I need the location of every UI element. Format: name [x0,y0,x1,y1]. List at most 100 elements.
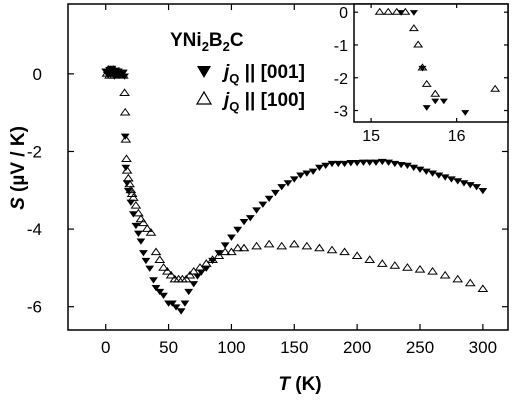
data-point-filled-down-triangle [377,158,387,166]
data-point-filled-down-triangle [346,160,356,167]
x-tick-label: 50 [159,338,178,357]
data-point-filled-down-triangle [409,164,419,171]
y-tick-label: -1 [334,38,348,55]
sample-label: YNi2B2C [170,30,244,54]
data-point-filled-down-triangle [233,226,243,234]
data-point-open-up-triangle [124,179,135,188]
data-point-filled-down-triangle [365,159,375,166]
data-point-open-up-triangle [161,266,173,275]
y-tick-label: 0 [339,5,348,22]
data-point-open-up-triangle [130,200,142,209]
sample-label-base: YNi [170,30,202,51]
data-point-open-up-triangle [413,40,424,48]
data-point-open-up-triangle [194,263,206,271]
data-point-open-up-triangle [430,89,441,97]
data-point-filled-down-triangle [239,219,249,226]
data-point-filled-down-triangle [321,162,331,170]
data-point-filled-down-triangle [227,234,236,241]
data-point-open-up-triangle [184,270,196,279]
data-point-filled-down-triangle [453,178,463,185]
data-point-filled-down-triangle [302,170,312,177]
sample-label-sub1: 2 [202,39,209,54]
data-point-filled-down-triangle [428,170,437,177]
data-point-filled-down-triangle [258,201,268,208]
data-point-filled-down-triangle [141,257,151,265]
data-point-open-up-triangle [400,7,411,15]
data-point-filled-down-triangle [149,277,158,284]
x-axis-symbol: T [278,374,291,395]
sample-label-tail: C [230,30,244,51]
x-tick-label: 0 [101,338,110,357]
data-point-open-up-triangle [376,259,388,267]
data-point-filled-down-triangle [465,182,475,189]
data-point-open-up-triangle [383,7,394,15]
data-point-open-up-triangle [165,270,177,279]
data-point-open-up-triangle [138,218,149,227]
data-point-filled-down-triangle [440,174,450,181]
data-point-open-up-triangle [263,239,275,248]
data-point-filled-down-triangle [134,230,143,237]
data-point-open-up-triangle [135,214,147,223]
data-point-open-up-triangle [326,245,338,254]
data-point-filled-down-triangle [384,159,393,166]
data-point-filled-down-triangle [220,242,230,249]
data-point-filled-down-triangle [196,269,206,276]
data-point-filled-down-triangle [333,160,343,168]
sample-label-mid: B [209,30,223,51]
data-point-open-up-triangle [145,228,157,236]
data-point-filled-down-triangle [180,300,190,307]
legend-marker-open-up-triangle [195,90,213,105]
data-point-open-up-triangle [339,247,350,256]
legend-100-sub: Q [229,99,239,114]
main-axis-tick-labels: 0 50 100 150 200 250 300 0 -2 -4 -6 [27,65,497,357]
data-point-filled-down-triangle [201,265,211,272]
data-point-filled-down-triangle [422,105,431,111]
y-tick-label: -4 [27,220,42,239]
data-point-open-up-triangle [117,70,129,79]
data-point-filled-down-triangle [159,292,168,300]
data-point-filled-down-triangle [193,273,202,280]
x-tick-label: 250 [406,338,434,357]
y-tick-label: 0 [33,65,42,84]
data-point-open-up-triangle [122,173,134,182]
legend-marker-filled-down-triangle [197,66,211,78]
data-point-open-up-triangle [128,193,139,201]
legend-001-text: || [001] [239,62,305,83]
y-axis-unit: (µV / K) [8,126,29,197]
main-data-marks [101,65,489,315]
data-point-open-up-triangle [314,243,325,252]
data-point-open-up-triangle [364,255,376,263]
legend-001-sub: Q [229,71,239,86]
data-point-open-up-triangle [276,241,288,250]
sample-label-sub2: 2 [223,39,230,54]
data-point-filled-down-triangle [403,162,412,170]
x-axis-unit: (K) [290,374,322,395]
data-point-filled-down-triangle [431,98,440,105]
data-point-filled-down-triangle [371,159,381,166]
data-point-filled-down-triangle [167,300,177,307]
data-point-open-up-triangle [374,7,385,15]
data-point-filled-down-triangle [396,161,406,169]
data-point-open-up-triangle [119,107,131,116]
data-point-open-up-triangle [288,239,300,248]
data-point-open-up-triangle [417,63,428,71]
data-point-filled-down-triangle [139,250,148,257]
data-point-filled-down-triangle [472,184,481,191]
data-point-filled-down-triangle [289,176,299,183]
x-tick-label: 300 [469,338,497,357]
data-point-open-up-triangle [490,84,501,92]
data-point-filled-down-triangle [245,215,255,222]
data-point-open-up-triangle [200,259,212,267]
x-tick-label: 100 [217,338,245,357]
legend-entry-001: jQ || [001] [221,62,305,86]
x-tick-label: 16 [448,128,466,145]
data-point-open-up-triangle [120,134,132,143]
data-point-open-up-triangle [452,274,464,283]
data-point-filled-down-triangle [459,180,469,187]
legend-100-text: || [100] [239,90,305,111]
data-point-open-up-triangle [464,278,476,287]
data-point-open-up-triangle [391,7,402,15]
inset-data-marks [374,7,501,116]
data-point-open-up-triangle [158,263,169,271]
